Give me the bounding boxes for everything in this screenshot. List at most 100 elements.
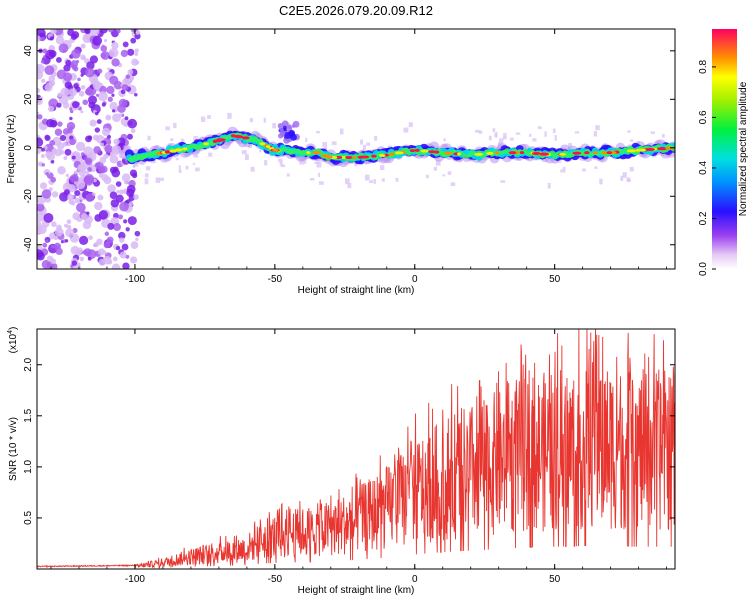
speckle: [594, 166, 598, 169]
speckle: [207, 115, 211, 119]
snr-x-ticks: -100 -50 0 50: [50, 329, 668, 585]
hot-spot: [593, 151, 598, 155]
noise-blob: [127, 48, 135, 56]
noise-blob: [69, 126, 73, 130]
hot-spot: [156, 151, 161, 155]
noise-blob: [74, 189, 81, 197]
noise-blob: [106, 134, 112, 139]
noise-blob: [41, 78, 46, 84]
noise-blob: [107, 96, 113, 102]
noise-blob: [64, 148, 72, 156]
noise-blob: [55, 56, 62, 63]
noise-blob: [37, 111, 40, 115]
noise-blob: [95, 111, 99, 116]
noise-blob: [119, 201, 129, 212]
hot-spot: [345, 155, 353, 159]
speckle: [244, 154, 249, 161]
noise-blob: [89, 119, 97, 127]
noise-blob: [94, 162, 100, 168]
noise-blob: [93, 179, 97, 183]
speckle: [277, 158, 283, 162]
noise-blob: [127, 69, 134, 75]
speckle: [159, 177, 164, 182]
speckle: [435, 159, 441, 166]
noise-blob: [130, 37, 137, 44]
speckle: [560, 169, 563, 173]
hot-spot: [626, 149, 637, 153]
hot-spot: [645, 147, 655, 151]
hot-spot: [531, 151, 541, 155]
spectrogram-panel: -100 -50 0 50 -40 -20 0 20 40 Height of straigh…: [6, 28, 676, 296]
noise-blob: [37, 114, 43, 120]
speckle: [344, 178, 350, 185]
hot-spot: [378, 153, 386, 157]
noise-blob: [120, 89, 126, 95]
noise-blob: [98, 210, 109, 220]
x-tick-label: -50: [268, 574, 283, 585]
speckle: [529, 133, 532, 137]
noise-blob: [118, 98, 128, 108]
noise-blob: [106, 236, 114, 244]
noise-blob: [97, 91, 108, 102]
spectrogram-y-label: Frequency (Hz): [6, 115, 17, 184]
noise-blob: [55, 36, 65, 45]
noise-blob: [68, 88, 77, 97]
colorbar-tick-label: 0.0: [698, 262, 709, 276]
speckle: [627, 130, 631, 133]
speckle: [537, 126, 542, 130]
noise-blob: [45, 172, 49, 176]
spectrogram-marks: [37, 29, 675, 269]
speckle: [581, 168, 586, 172]
noise-blob: [54, 148, 62, 157]
noise-blob: [99, 142, 105, 147]
noise-blob: [89, 55, 98, 64]
noise-blob: [37, 88, 41, 94]
spectrogram-frame: [36, 28, 676, 270]
noise-blob: [117, 137, 126, 146]
speckle: [324, 146, 327, 150]
noise-blob: [45, 239, 49, 243]
speckle: [144, 173, 149, 178]
hot-spot: [327, 155, 333, 159]
speckle: [488, 135, 492, 141]
noise-blob: [41, 147, 45, 152]
noise-blob: [59, 134, 67, 142]
hot-spot: [169, 149, 177, 153]
colorbar-tick-label: 0.4: [698, 161, 709, 175]
noise-blob: [66, 121, 76, 131]
noise-blob: [93, 241, 99, 248]
noise-blob: [100, 45, 108, 52]
noise-blob: [41, 163, 45, 167]
x-tick-label: -100: [125, 574, 145, 585]
noise-blob: [50, 159, 55, 164]
hot-spot: [182, 147, 188, 151]
colorbar-gradient: [712, 29, 737, 269]
noise-blob: [44, 83, 53, 92]
colorbar: 0.0 0.2 0.4 0.6 0.8 Normalized spectral ampl…: [698, 29, 749, 276]
speckle: [193, 135, 198, 141]
noise-blob: [135, 237, 139, 242]
hot-spot: [433, 150, 440, 154]
speckle: [165, 126, 170, 131]
snr-frame: [36, 328, 676, 570]
speckle: [360, 139, 364, 145]
noise-blob: [51, 221, 57, 228]
speckle: [403, 127, 409, 133]
noise-blob: [82, 99, 89, 106]
noise-blob: [133, 194, 139, 200]
noise-blob: [126, 133, 133, 140]
noise-blob: [66, 219, 72, 225]
speckle: [195, 167, 200, 172]
speckle: [408, 122, 413, 128]
speckle: [175, 157, 179, 161]
noise-blob: [57, 166, 66, 175]
noise-blob: [125, 74, 131, 79]
noise-blob: [55, 247, 63, 256]
hot-spot: [601, 151, 608, 155]
speckle: [303, 157, 307, 164]
noise-blob: [85, 67, 95, 78]
noise-blob: [74, 197, 81, 204]
speckle: [373, 179, 376, 184]
hot-spot: [519, 151, 525, 155]
noise-blob: [70, 245, 80, 255]
